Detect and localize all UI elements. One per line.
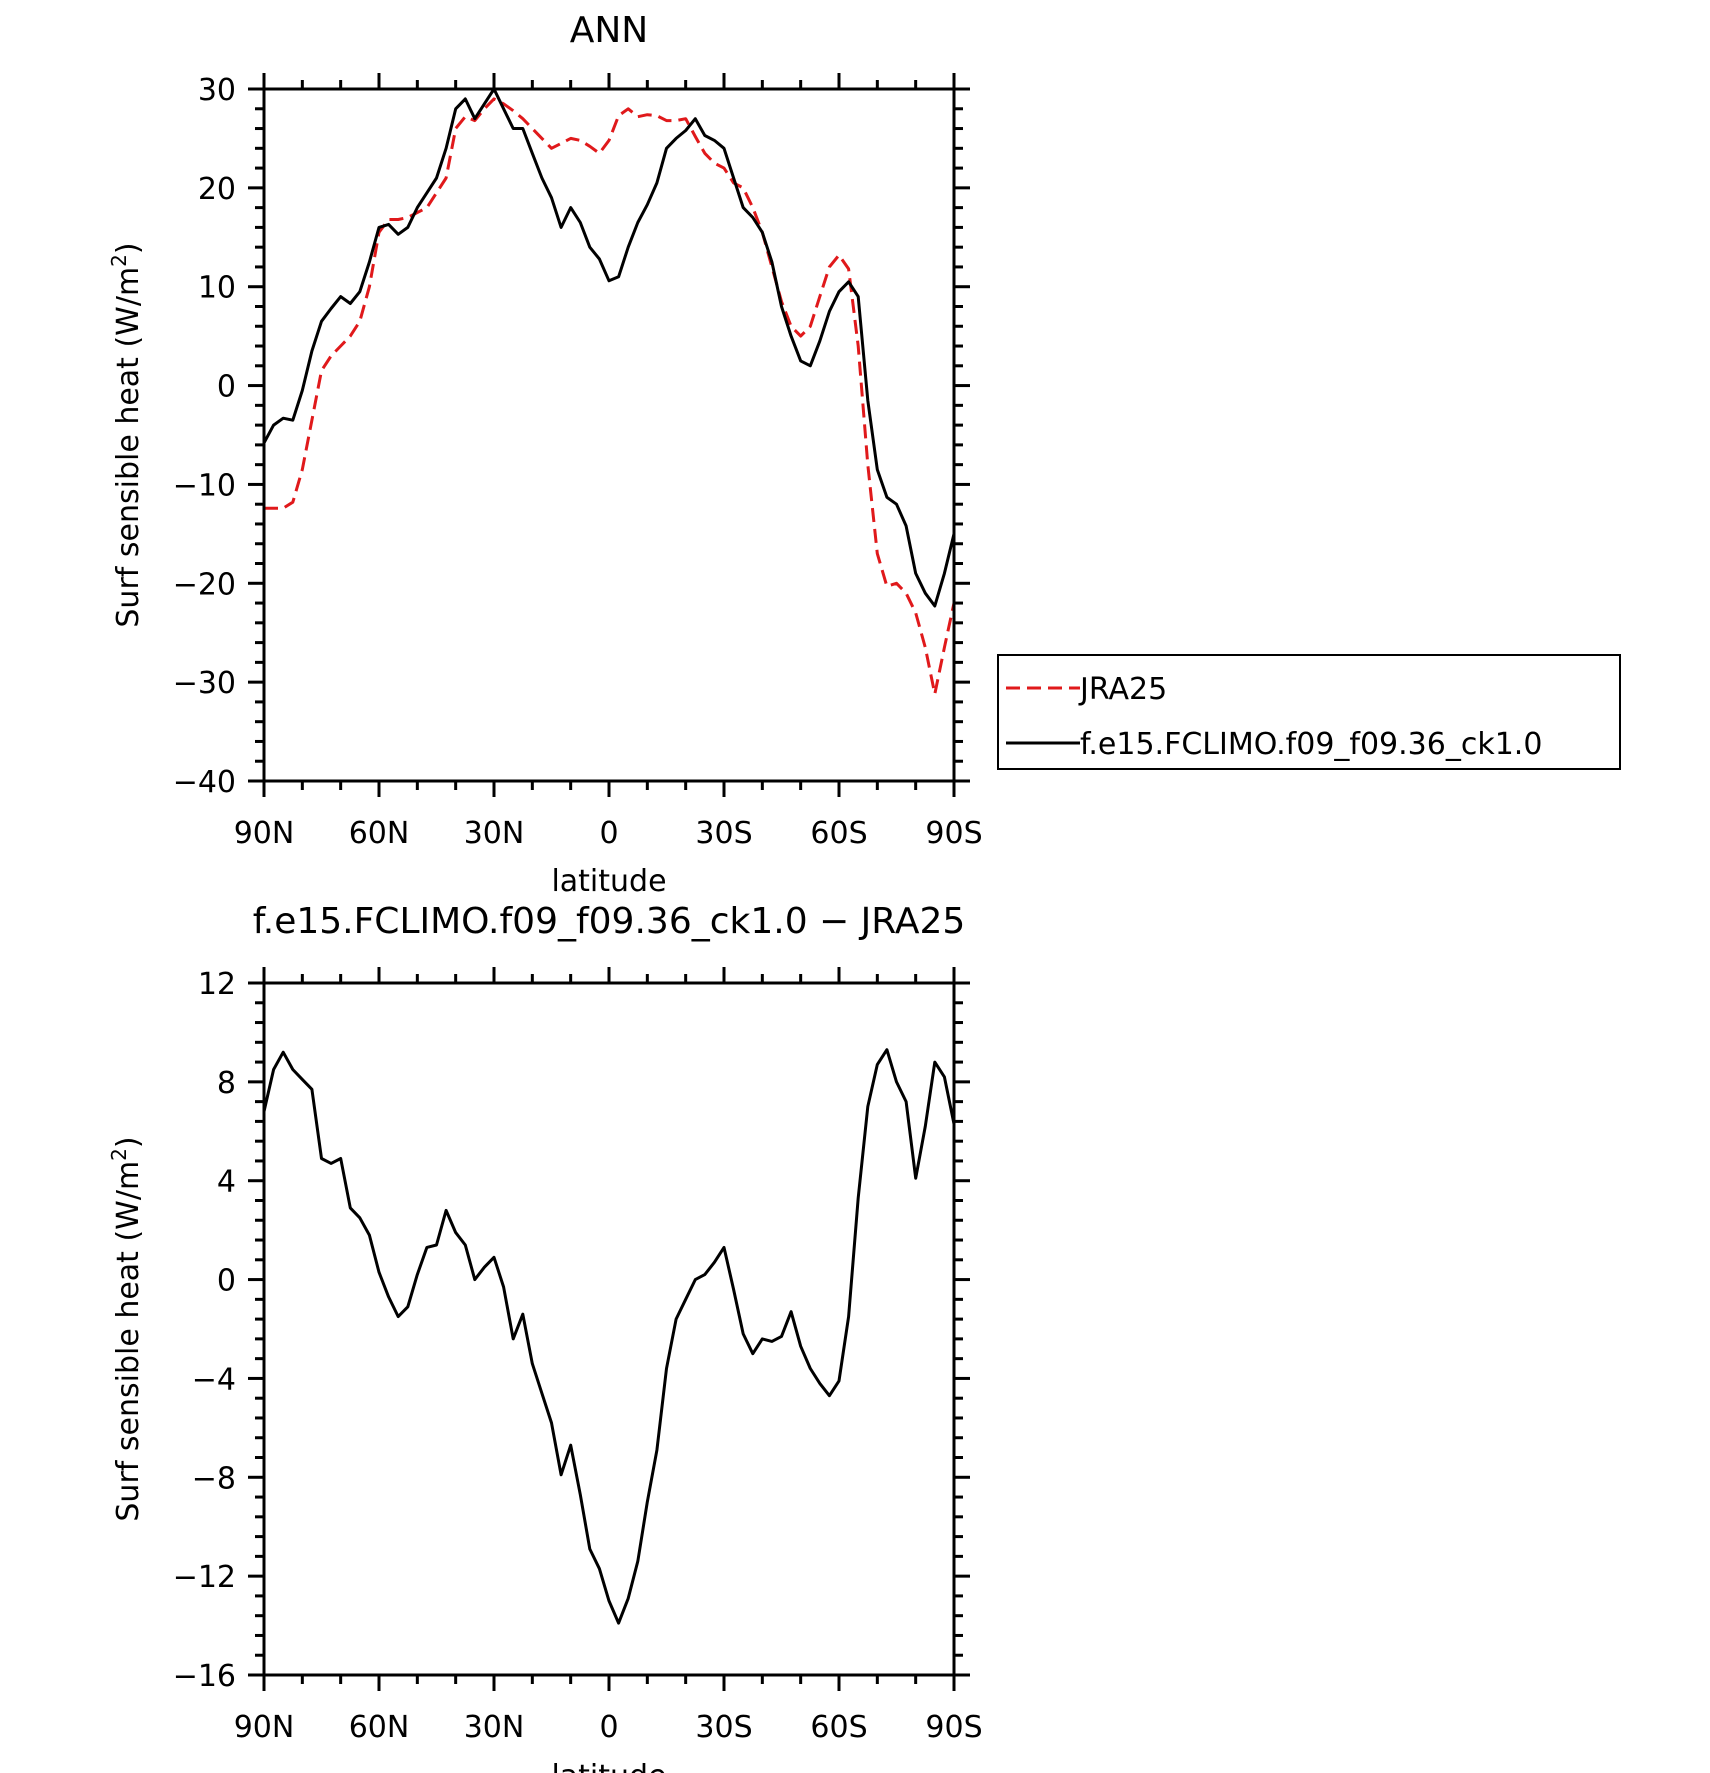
y-axis-title: Surf sensible heat (W/m2) [107,242,146,627]
y-tick-label: 12 [198,967,236,1002]
x-tick-label: 30N [464,816,525,851]
y-tick-label: −20 [173,567,236,602]
x-tick-label: 90N [234,816,295,851]
y-axis-title: Surf sensible heat (W/m2) [107,1136,146,1521]
legend-label: f.e15.FCLIMO.f09_f09.36_ck1.0 [1080,727,1542,762]
x-tick-label: 0 [599,816,618,851]
y-tick-label: −40 [173,765,236,800]
x-tick-label: 60N [349,816,410,851]
y-axis-title-main: Surf sensible heat (W/m [111,267,146,628]
y-tick-label: −4 [192,1362,236,1397]
x-tick-label: 30S [695,816,752,851]
x-tick-label: 30S [695,1710,752,1745]
plot-panel-1: ANN 90N 60N 30N 0 30S 60S 90S 30 20 10 0 −10 −20 −30 −4… [107,10,1621,899]
x-tick-label: 30N [464,1710,525,1745]
plot-title: f.e15.FCLIMO.f09_f09.36_ck1.0 − JRA25 [253,901,966,942]
y-tick-label: −30 [173,666,236,701]
y-axis-title-superscript: 2 [107,254,131,267]
x-tick-label: 60N [349,1710,410,1745]
legend-box [997,654,1621,770]
x-tick-label: 60S [810,1710,867,1745]
x-tick-label: 60S [810,816,867,851]
y-tick-label: −8 [192,1461,236,1496]
legend: JRA25 f.e15.FCLIMO.f09_f09.36_ck1.0 [997,654,1621,770]
y-tick-label: 20 [198,172,236,207]
x-tick-label: 0 [599,1710,618,1745]
plot-panel-2: f.e15.FCLIMO.f09_f09.36_ck1.0 − JRA25 90N… [107,901,983,1773]
y-tick-label: −12 [173,1560,236,1595]
y-tick-label: 8 [217,1066,236,1101]
y-tick-label: −10 [173,468,236,503]
y-axis-title-superscript: 2 [107,1148,131,1161]
y-axis-title-main: Surf sensible heat (W/m [111,1161,146,1522]
y-tick-label: −16 [173,1659,236,1694]
legend-label: JRA25 [1078,672,1167,707]
y-tick-label: 0 [217,1264,236,1299]
x-tick-label: 90S [925,1710,982,1745]
y-tick-label: 30 [198,73,236,108]
x-axis-title: latitude [551,864,666,899]
y-tick-label: 0 [217,370,236,405]
series-line-f-e15-fclimo-f09-f09-36-ck1-0 [264,89,954,608]
y-tick-label: 10 [198,271,236,306]
series-line-difference [264,1048,954,1625]
y-tick-label: 4 [217,1165,236,1200]
y-axis-title-end: ) [111,242,146,254]
x-axis-title: latitude [551,1759,666,1773]
x-tick-label: 90S [925,816,982,851]
y-axis-title-end: ) [111,1136,146,1148]
plot-title: ANN [570,10,649,51]
x-tick-label: 90N [234,1710,295,1745]
